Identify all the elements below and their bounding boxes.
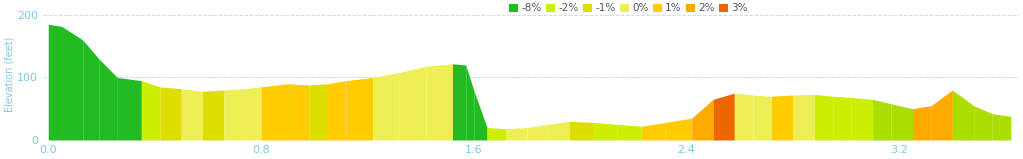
Y-axis label: Elevation (feet): Elevation (feet) xyxy=(4,37,14,112)
Legend: -8%, -2%, -1%, 0%, 1%, 2%, 3%: -8%, -2%, -1%, 0%, 1%, 2%, 3% xyxy=(508,3,748,14)
